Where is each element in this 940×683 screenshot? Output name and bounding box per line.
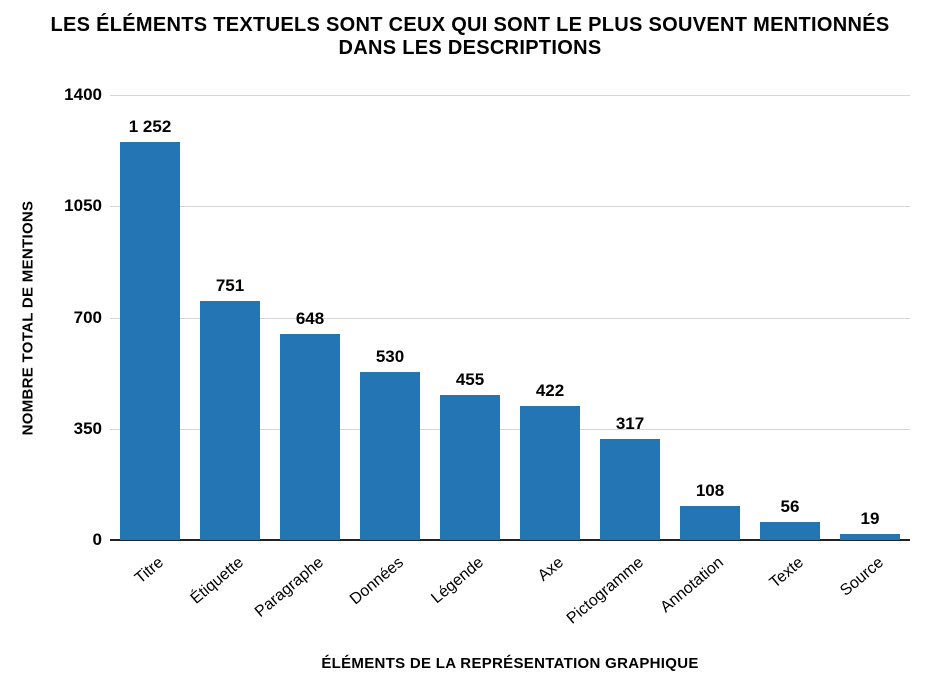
chart-title: LES ÉLÉMENTS TEXTUELS SONT CEUX QUI SONT… — [0, 14, 940, 60]
bar-value-label: 108 — [696, 481, 724, 501]
y-axis-title: NOMBRE TOTAL DE MENTIONS — [20, 200, 37, 435]
chart-title-line-1: LES ÉLÉMENTS TEXTUELS SONT CEUX QUI SONT… — [0, 14, 940, 37]
x-axis-title: ÉLÉMENTS DE LA REPRÉSENTATION GRAPHIQUE — [110, 655, 910, 672]
y-tick-label: 700 — [52, 308, 102, 328]
bar-value-label: 530 — [376, 347, 404, 367]
bar-value-label: 422 — [536, 381, 564, 401]
bar — [680, 506, 739, 540]
chart-title-line-2: DANS LES DESCRIPTIONS — [0, 37, 940, 60]
x-category-label: Annotation — [657, 554, 727, 617]
bar-value-label: 1 252 — [129, 117, 172, 137]
x-category-label: Texte — [767, 554, 808, 592]
bar — [200, 301, 259, 540]
gridline — [110, 95, 910, 96]
bar-value-label: 19 — [861, 509, 880, 529]
bar — [520, 406, 579, 540]
y-tick-label: 1400 — [52, 85, 102, 105]
bar — [600, 439, 659, 540]
plot-area — [110, 95, 910, 540]
bar-chart: LES ÉLÉMENTS TEXTUELS SONT CEUX QUI SONT… — [0, 0, 940, 683]
x-category-label: Données — [347, 554, 408, 609]
x-category-label: Légende — [428, 554, 487, 608]
x-category-label: Titre — [132, 554, 168, 588]
bar-value-label: 455 — [456, 370, 484, 390]
bar — [840, 534, 899, 540]
y-tick-label: 0 — [52, 530, 102, 550]
bar — [440, 395, 499, 540]
x-category-label: Étiquette — [188, 554, 248, 608]
y-tick-label: 350 — [52, 419, 102, 439]
bar — [360, 372, 419, 540]
bar-value-label: 56 — [781, 497, 800, 517]
x-category-label: Paragraphe — [252, 554, 328, 622]
x-category-label: Pictogramme — [564, 554, 648, 628]
y-tick-label: 1050 — [52, 196, 102, 216]
gridline — [110, 206, 910, 207]
bar-value-label: 648 — [296, 309, 324, 329]
bar-value-label: 751 — [216, 276, 244, 296]
bar-value-label: 317 — [616, 414, 644, 434]
bar — [120, 142, 179, 540]
x-category-label: Source — [837, 554, 887, 600]
bar — [280, 334, 339, 540]
x-category-label: Axe — [535, 554, 568, 586]
bar — [760, 522, 819, 540]
